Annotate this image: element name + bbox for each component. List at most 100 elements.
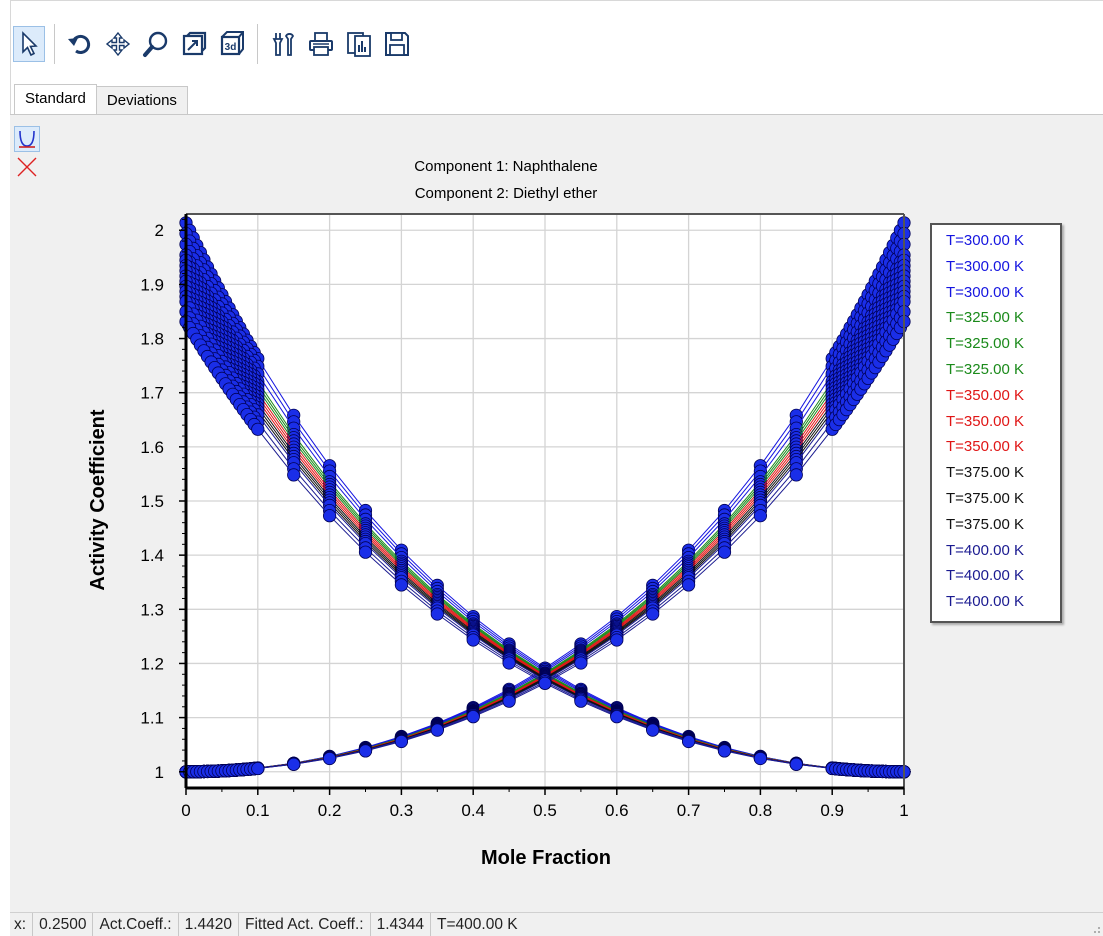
cross-icon bbox=[17, 157, 37, 177]
data-point bbox=[430, 723, 444, 737]
pointer-button[interactable] bbox=[13, 26, 45, 62]
rotate-back-icon bbox=[68, 35, 91, 54]
legend-item: T=350.00 K bbox=[946, 412, 1024, 430]
data-point bbox=[610, 710, 624, 724]
x-tick-label: 0.3 bbox=[390, 801, 414, 820]
save-button[interactable] bbox=[381, 26, 413, 62]
legend-item: T=300.00 K bbox=[946, 283, 1024, 301]
data-point bbox=[574, 656, 588, 670]
reset-button[interactable] bbox=[64, 26, 96, 62]
x-tick-label: 0.4 bbox=[461, 801, 485, 820]
activity-coefficient-chart[interactable]: Component 1: Naphthalene Component 2: Di… bbox=[0, 0, 1103, 912]
x-tick-label: 0 bbox=[181, 801, 190, 820]
floppy-disk-icon bbox=[385, 32, 409, 56]
resize-grip-icon[interactable] bbox=[1089, 922, 1101, 934]
chart-3d-icon: 3d bbox=[220, 31, 244, 56]
x-tick-label: 1 bbox=[899, 801, 908, 820]
side-toolbar bbox=[14, 124, 62, 182]
data-point bbox=[538, 676, 552, 690]
status-fitted-label: Fitted Act. Coeff.: bbox=[239, 913, 371, 936]
legend-item: T=350.00 K bbox=[946, 386, 1024, 404]
copy-button[interactable] bbox=[343, 26, 375, 62]
data-point bbox=[322, 751, 337, 766]
y-tick-label: 1.9 bbox=[140, 275, 164, 294]
y-axis-label: Activity Coefficient bbox=[87, 409, 109, 590]
parabola-curve-icon bbox=[19, 130, 35, 148]
data-point bbox=[646, 607, 660, 621]
y-tick-label: 1.8 bbox=[140, 330, 164, 349]
x-tick-label: 0.5 bbox=[533, 801, 557, 820]
toolbar-separator bbox=[54, 24, 55, 64]
data-point bbox=[753, 751, 768, 766]
data-point bbox=[358, 744, 373, 758]
toolbar: 3d bbox=[10, 18, 416, 70]
x-axis-label: Mole Fraction bbox=[481, 847, 611, 869]
data-point bbox=[681, 734, 696, 749]
arrow-pointer-icon bbox=[22, 31, 38, 57]
marker-tool[interactable] bbox=[14, 154, 40, 180]
view-2d-button[interactable] bbox=[178, 26, 210, 62]
data-point bbox=[681, 578, 696, 592]
data-point bbox=[394, 578, 408, 592]
legend-item: T=350.00 K bbox=[946, 438, 1024, 456]
data-point bbox=[394, 734, 408, 749]
window-top-border bbox=[10, 0, 1103, 1]
curve-tool[interactable] bbox=[14, 126, 40, 152]
status-x-value: 0.2500 bbox=[33, 913, 94, 936]
print-button[interactable] bbox=[305, 26, 337, 62]
data-point bbox=[322, 509, 337, 523]
data-point bbox=[717, 545, 732, 559]
legend-item: T=375.00 K bbox=[946, 515, 1024, 533]
legend-item: T=325.00 K bbox=[946, 309, 1024, 327]
x-tick-label: 0.7 bbox=[677, 801, 701, 820]
legend-item: T=300.00 K bbox=[946, 232, 1024, 249]
y-tick-label: 1.1 bbox=[140, 709, 164, 728]
status-act-coeff-value: 1.4420 bbox=[179, 913, 239, 936]
status-temperature: T=400.00 K bbox=[437, 915, 518, 933]
toolbar-separator bbox=[257, 24, 258, 64]
data-point bbox=[430, 607, 444, 621]
y-tick-label: 1.7 bbox=[140, 384, 164, 403]
status-bar: x: 0.2500 Act.Coeff.: 1.4420 Fitted Act.… bbox=[10, 912, 1103, 936]
x-tick-label: 0.2 bbox=[318, 801, 342, 820]
data-point bbox=[574, 694, 588, 708]
y-tick-label: 1.3 bbox=[140, 600, 164, 619]
printer-icon bbox=[309, 32, 333, 56]
zoom-button[interactable] bbox=[140, 26, 172, 62]
data-point bbox=[789, 757, 803, 771]
chart-title-line-1: Component 1: Naphthalene bbox=[414, 158, 597, 175]
move-arrows-icon bbox=[105, 31, 131, 57]
x-tick-label: 0.6 bbox=[605, 801, 629, 820]
status-x-label: x: bbox=[10, 913, 34, 936]
data-point bbox=[251, 422, 265, 436]
chart-2d-icon bbox=[182, 31, 207, 56]
x-tick-label: 0.1 bbox=[246, 801, 270, 820]
data-point bbox=[358, 545, 373, 559]
copy-chart-icon bbox=[347, 32, 371, 57]
legend-item: T=400.00 K bbox=[946, 541, 1024, 559]
properties-button[interactable] bbox=[267, 26, 299, 62]
data-point bbox=[753, 509, 768, 523]
data-point bbox=[287, 757, 301, 771]
y-tick-label: 1 bbox=[155, 763, 164, 782]
data-point bbox=[610, 633, 624, 647]
tools-icon bbox=[272, 33, 295, 56]
y-tick-label: 2 bbox=[155, 221, 164, 240]
pan-button[interactable] bbox=[102, 26, 134, 62]
series-layer bbox=[179, 216, 911, 779]
tab-bar: Standard Deviations bbox=[14, 82, 188, 115]
view-3d-button[interactable]: 3d bbox=[216, 26, 248, 62]
status-act-coeff-label: Act.Coeff.: bbox=[93, 913, 179, 936]
data-point bbox=[287, 468, 301, 482]
legend-item: T=400.00 K bbox=[946, 567, 1024, 585]
legend-item: T=300.00 K bbox=[946, 257, 1024, 275]
svg-text:3d: 3d bbox=[225, 42, 237, 53]
y-tick-label: 1.5 bbox=[140, 492, 164, 511]
data-point bbox=[717, 744, 732, 758]
legend-item: T=375.00 K bbox=[946, 489, 1024, 507]
axis-layer: 0 0.1 0.2 0.3 0.4 0.5 0.6 0.7 0.8 0.9 1 1 1.1 1.2 1.3 1… bbox=[140, 213, 909, 820]
tab-standard[interactable]: Standard bbox=[14, 84, 97, 115]
status-fitted-value: 1.4344 bbox=[371, 913, 432, 936]
y-tick-label: 1.6 bbox=[140, 438, 164, 457]
tab-deviations[interactable]: Deviations bbox=[95, 86, 188, 114]
